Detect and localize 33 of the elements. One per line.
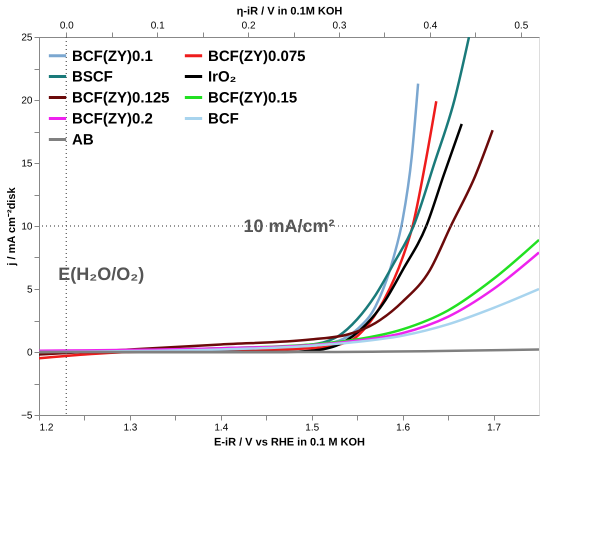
x2-tick-label: 0.2 — [242, 20, 256, 32]
x-tick-label: 1.7 — [487, 422, 502, 434]
x-tick-label: 1.6 — [396, 422, 411, 434]
y-tick-label: 25 — [21, 32, 33, 44]
x-tick-label: 1.3 — [123, 422, 138, 434]
x-tick-label: 1.4 — [214, 422, 229, 434]
x2-tick-label: 0.5 — [514, 20, 529, 32]
legend-label: BCF(ZY)0.2 — [72, 110, 153, 128]
y-tick-label: 5 — [26, 284, 33, 296]
legend-label: BCF(ZY)0.075 — [208, 48, 306, 65]
legend-label: IrO₂ — [208, 68, 236, 86]
x-tick-label: 1.5 — [305, 422, 320, 434]
legend-label: BCF(ZY)0.1 — [72, 48, 153, 65]
legend-label: BSCF — [72, 68, 113, 86]
legend-label: BCF(ZY)0.125 — [72, 90, 170, 106]
legend-label: BCF(ZY)0.15 — [208, 90, 298, 106]
y-axis-title: j / mA cm⁻²disk — [6, 186, 18, 267]
y-tick-label: −5 — [21, 410, 33, 422]
legend-label: AB — [72, 132, 94, 148]
x2-tick-label: 0.1 — [150, 20, 166, 32]
x2-tick-label: 0.3 — [332, 20, 347, 32]
ref-line-label: 10 mA/cm² — [243, 216, 335, 236]
x-axis-title: E-iR / V vs RHE in 0.1 M KOH — [214, 436, 366, 448]
x2-tick-label: 0.0 — [60, 20, 74, 32]
y-tick-label: 15 — [21, 158, 33, 170]
ref-line-label: E(H₂O/O₂) — [58, 264, 144, 284]
x2-axis-title: η-iR / V in 0.1M KOH — [236, 6, 342, 18]
legend-label: BCF — [208, 110, 239, 128]
x-tick-label: 1.2 — [40, 422, 54, 434]
y-tick-label: 10 — [21, 222, 33, 232]
x2-tick-label: 0.4 — [423, 20, 438, 32]
y-tick-label: 0 — [26, 348, 33, 358]
y-tick-label: 20 — [21, 96, 33, 106]
